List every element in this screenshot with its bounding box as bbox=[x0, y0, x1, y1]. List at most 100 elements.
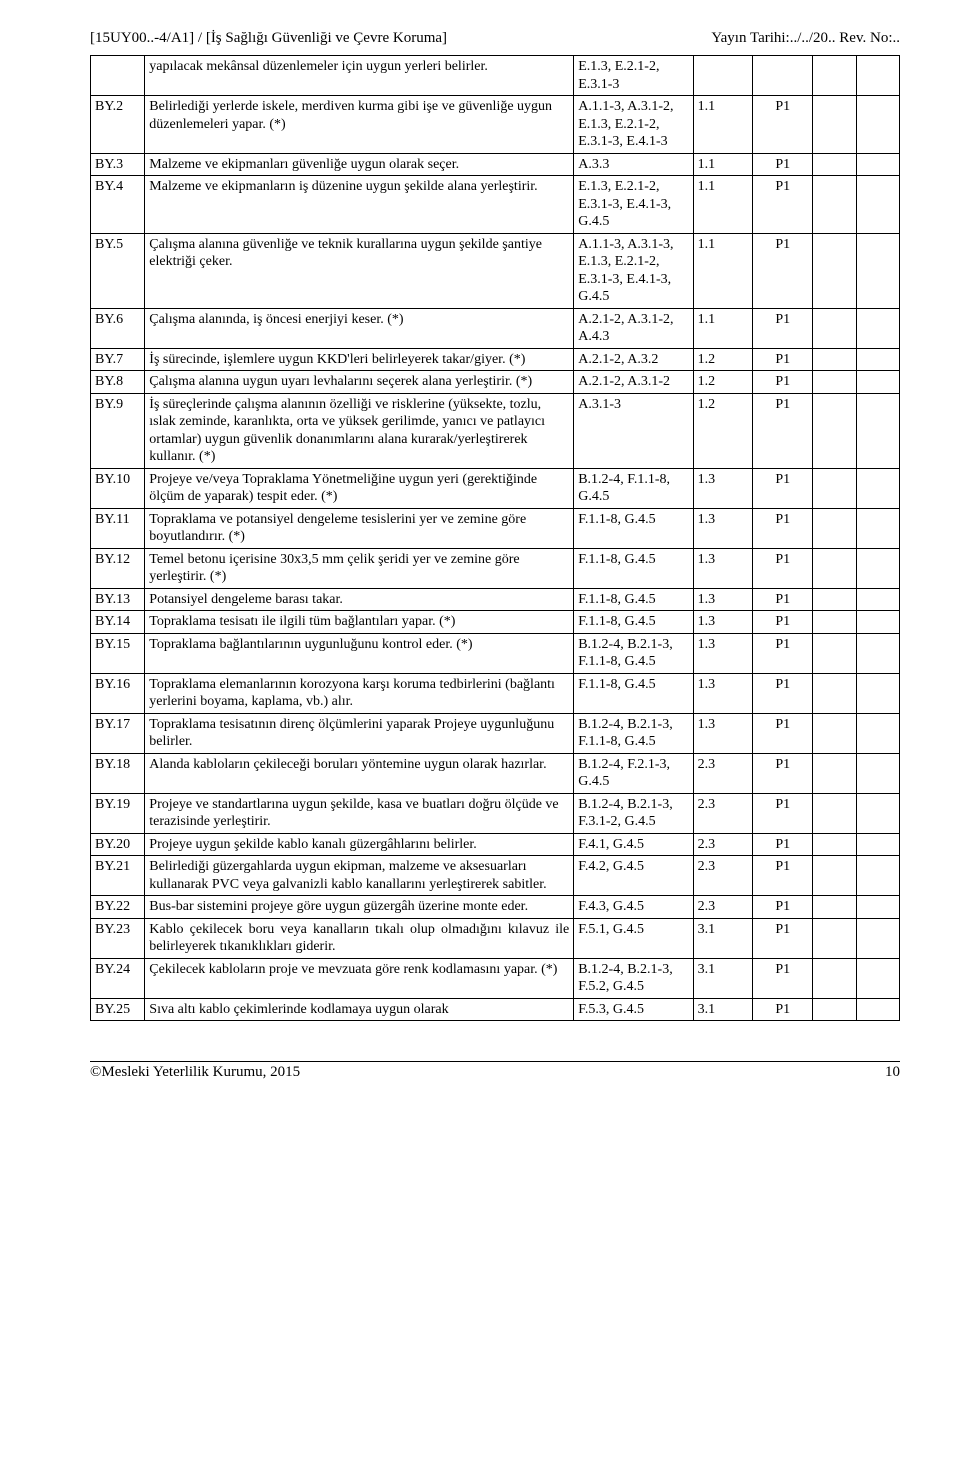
row-ref: E.1.3, E.2.1-2, E.3.1-3, E.4.1-3, G.4.5 bbox=[574, 176, 693, 234]
row-desc: Temel betonu içerisine 30x3,5 mm çelik ş… bbox=[145, 548, 574, 588]
row-empty2 bbox=[856, 508, 900, 548]
table-row: BY.16Topraklama elemanlarının korozyona … bbox=[91, 673, 900, 713]
row-empty2 bbox=[856, 233, 900, 308]
row-ref: A.3.1-3 bbox=[574, 393, 693, 468]
page-footer: ©Mesleki Yeterlilik Kurumu, 2015 10 bbox=[90, 1061, 900, 1081]
row-val: 1.3 bbox=[693, 508, 753, 548]
row-val: 1.2 bbox=[693, 393, 753, 468]
row-id: BY.25 bbox=[91, 998, 145, 1021]
row-p1: P1 bbox=[753, 588, 813, 611]
row-p1: P1 bbox=[753, 371, 813, 394]
row-p1: P1 bbox=[753, 958, 813, 998]
row-empty1 bbox=[813, 176, 856, 234]
row-empty2 bbox=[856, 611, 900, 634]
row-val: 1.2 bbox=[693, 371, 753, 394]
row-desc: Malzeme ve ekipmanları güvenliğe uygun o… bbox=[145, 153, 574, 176]
table-row: BY.7İş sürecinde, işlemlere uygun KKD'le… bbox=[91, 348, 900, 371]
row-empty1 bbox=[813, 588, 856, 611]
row-desc: Potansiyel dengeleme barası takar. bbox=[145, 588, 574, 611]
row-empty1 bbox=[813, 348, 856, 371]
row-empty2 bbox=[856, 153, 900, 176]
row-p1: P1 bbox=[753, 548, 813, 588]
row-desc: Kablo çekilecek boru veya kanalların tık… bbox=[145, 918, 574, 958]
row-empty1 bbox=[813, 96, 856, 154]
table-row: BY.17Topraklama tesisatının direnç ölçüm… bbox=[91, 713, 900, 753]
row-id: BY.17 bbox=[91, 713, 145, 753]
table-row: BY.19Projeye ve standartlarına uygun şek… bbox=[91, 793, 900, 833]
row-val: 2.3 bbox=[693, 793, 753, 833]
row-desc: Çalışma alanına uygun uyarı levhalarını … bbox=[145, 371, 574, 394]
row-desc: Projeye uygun şekilde kablo kanalı güzer… bbox=[145, 833, 574, 856]
row-p1: P1 bbox=[753, 508, 813, 548]
row-ref: A.1.1-3, A.3.1-3, E.1.3, E.2.1-2, E.3.1-… bbox=[574, 233, 693, 308]
row-empty1 bbox=[813, 998, 856, 1021]
row-empty2 bbox=[856, 633, 900, 673]
table-row: BY.10Projeye ve/veya Topraklama Yönetmel… bbox=[91, 468, 900, 508]
row-desc: Alanda kabloların çekileceği boruları yö… bbox=[145, 753, 574, 793]
row-p1: P1 bbox=[753, 611, 813, 634]
row-empty2 bbox=[856, 348, 900, 371]
table-row: BY.21Belirlediği güzergahlarda uygun eki… bbox=[91, 856, 900, 896]
row-ref: B.1.2-4, B.2.1-3, F.3.1-2, G.4.5 bbox=[574, 793, 693, 833]
row-desc: Çekilecek kabloların proje ve mevzuata g… bbox=[145, 958, 574, 998]
row-val: 1.3 bbox=[693, 611, 753, 634]
table-row: BY.5Çalışma alanına güvenliğe ve teknik … bbox=[91, 233, 900, 308]
row-empty1 bbox=[813, 611, 856, 634]
table-row: BY.4Malzeme ve ekipmanların iş düzenine … bbox=[91, 176, 900, 234]
row-p1: P1 bbox=[753, 998, 813, 1021]
table-row: BY.22Bus-bar sistemini projeye göre uygu… bbox=[91, 896, 900, 919]
row-id: BY.19 bbox=[91, 793, 145, 833]
row-p1: P1 bbox=[753, 153, 813, 176]
row-ref: F.1.1-8, G.4.5 bbox=[574, 611, 693, 634]
row-ref: A.1.1-3, A.3.1-2, E.1.3, E.2.1-2, E.3.1-… bbox=[574, 96, 693, 154]
row-id: BY.12 bbox=[91, 548, 145, 588]
table-row: BY.3Malzeme ve ekipmanları güvenliğe uyg… bbox=[91, 153, 900, 176]
row-empty1 bbox=[813, 393, 856, 468]
row-ref: F.1.1-8, G.4.5 bbox=[574, 673, 693, 713]
row-empty2 bbox=[856, 896, 900, 919]
row-desc: Topraklama elemanlarının korozyona karşı… bbox=[145, 673, 574, 713]
table-row: BY.24Çekilecek kabloların proje ve mevzu… bbox=[91, 958, 900, 998]
row-desc: İş sürecinde, işlemlere uygun KKD'leri b… bbox=[145, 348, 574, 371]
row-id: BY.13 bbox=[91, 588, 145, 611]
row-val bbox=[693, 56, 753, 96]
row-empty1 bbox=[813, 633, 856, 673]
row-p1: P1 bbox=[753, 753, 813, 793]
row-val: 1.3 bbox=[693, 673, 753, 713]
table-row: BY.23Kablo çekilecek boru veya kanalları… bbox=[91, 918, 900, 958]
table-row: BY.15Topraklama bağlantılarının uygunluğ… bbox=[91, 633, 900, 673]
table-row: BY.13Potansiyel dengeleme barası takar.F… bbox=[91, 588, 900, 611]
row-desc: İş süreçlerinde çalışma alanının özelliğ… bbox=[145, 393, 574, 468]
row-val: 2.3 bbox=[693, 856, 753, 896]
row-empty1 bbox=[813, 468, 856, 508]
table-row: BY.6Çalışma alanında, iş öncesi enerjiyi… bbox=[91, 308, 900, 348]
row-val: 1.2 bbox=[693, 348, 753, 371]
row-ref: B.1.2-4, B.2.1-3, F.1.1-8, G.4.5 bbox=[574, 713, 693, 753]
row-empty2 bbox=[856, 176, 900, 234]
row-desc: Topraklama bağlantılarının uygunluğunu k… bbox=[145, 633, 574, 673]
row-id: BY.7 bbox=[91, 348, 145, 371]
row-p1: P1 bbox=[753, 633, 813, 673]
row-empty2 bbox=[856, 588, 900, 611]
row-id: BY.9 bbox=[91, 393, 145, 468]
row-id: BY.5 bbox=[91, 233, 145, 308]
row-empty1 bbox=[813, 793, 856, 833]
row-val: 1.3 bbox=[693, 548, 753, 588]
row-id: BY.18 bbox=[91, 753, 145, 793]
row-empty2 bbox=[856, 673, 900, 713]
row-p1: P1 bbox=[753, 918, 813, 958]
row-p1: P1 bbox=[753, 833, 813, 856]
row-id: BY.3 bbox=[91, 153, 145, 176]
row-desc: Malzeme ve ekipmanların iş düzenine uygu… bbox=[145, 176, 574, 234]
row-val: 1.3 bbox=[693, 633, 753, 673]
row-empty2 bbox=[856, 856, 900, 896]
row-ref: B.1.2-4, F.2.1-3, G.4.5 bbox=[574, 753, 693, 793]
row-id: BY.14 bbox=[91, 611, 145, 634]
row-empty1 bbox=[813, 833, 856, 856]
row-empty2 bbox=[856, 753, 900, 793]
row-ref: B.1.2-4, B.2.1-3, F.5.2, G.4.5 bbox=[574, 958, 693, 998]
row-empty2 bbox=[856, 958, 900, 998]
row-p1: P1 bbox=[753, 856, 813, 896]
row-p1: P1 bbox=[753, 233, 813, 308]
row-empty2 bbox=[856, 793, 900, 833]
